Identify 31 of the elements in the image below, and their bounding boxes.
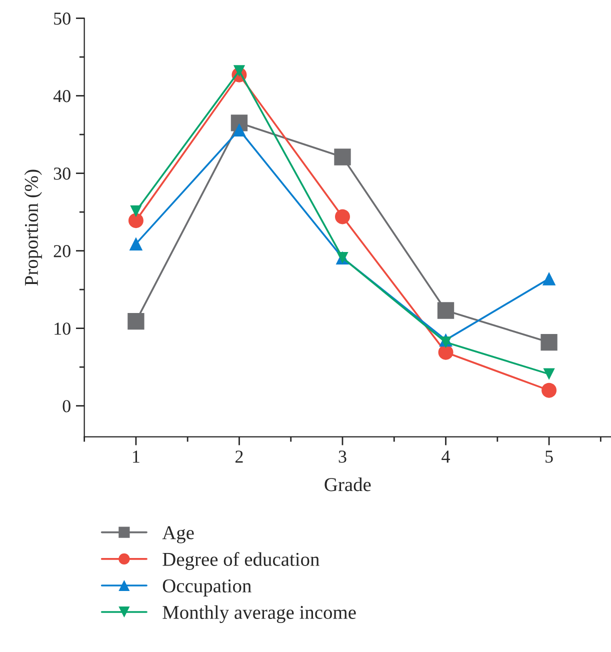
- point: [440, 336, 452, 348]
- point: [542, 382, 557, 398]
- point: [128, 213, 144, 228]
- legend-label: Occupation: [162, 579, 252, 596]
- x-tick-label: 2: [236, 450, 243, 463]
- point: [334, 209, 350, 224]
- point: [543, 368, 555, 380]
- point: [128, 313, 144, 330]
- legend-label: Monthly average income: [162, 605, 356, 623]
- point: [438, 344, 454, 360]
- x-axis-title: Grade: [324, 478, 371, 492]
- y-tick-label: 50: [54, 12, 70, 25]
- point: [540, 334, 558, 351]
- point: [129, 237, 143, 250]
- y-tick-label: 20: [54, 245, 70, 258]
- x-tick-label: 1: [133, 450, 140, 463]
- point: [542, 272, 556, 286]
- y-tick-label: 30: [54, 168, 70, 180]
- point: [130, 205, 142, 218]
- point: [233, 65, 246, 77]
- y-tick-label: 40: [53, 90, 70, 102]
- y-tick-label: 0: [62, 400, 70, 412]
- x-tick-label: 4: [442, 450, 450, 463]
- y-axis-title: Proportion (%): [24, 170, 42, 286]
- legend-label: Age: [162, 526, 194, 544]
- point: [334, 148, 351, 166]
- y-tick-label: 10: [54, 322, 70, 335]
- point: [437, 302, 454, 319]
- x-tick-label: 3: [338, 450, 346, 463]
- legend-label: Degree of education: [162, 552, 320, 570]
- x-tick-label: 5: [546, 450, 553, 463]
